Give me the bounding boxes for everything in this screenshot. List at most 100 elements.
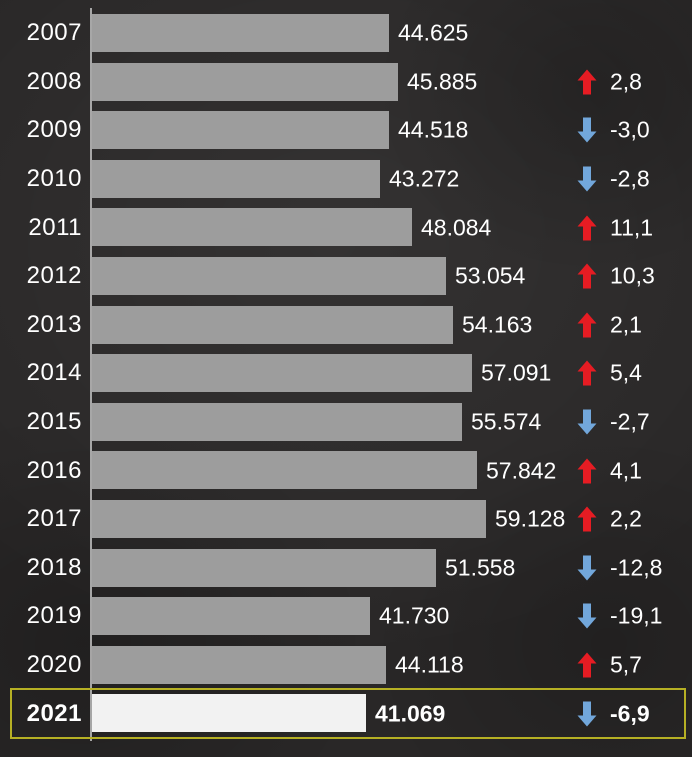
year-label: 2018 bbox=[26, 553, 82, 581]
chart-row: 2017 59.128 2,2 bbox=[0, 495, 692, 544]
axis-line bbox=[90, 8, 92, 741]
bar bbox=[92, 645, 386, 684]
value-label: 57.091 bbox=[481, 359, 552, 386]
year-label: 2019 bbox=[26, 602, 82, 630]
value-label: 48.084 bbox=[421, 214, 492, 241]
year-label: 2021 bbox=[26, 699, 82, 727]
change-label: -12,8 bbox=[610, 554, 663, 581]
bar bbox=[92, 451, 477, 490]
year-label: 2012 bbox=[26, 262, 82, 290]
value-label: 43.272 bbox=[389, 165, 460, 192]
chart-row: 2021 41.069 -6,9 bbox=[0, 688, 692, 739]
chart-row: 2013 54.163 2,1 bbox=[0, 301, 692, 350]
change-label: -3,0 bbox=[610, 116, 650, 143]
change-label: 4,1 bbox=[610, 457, 642, 484]
change-indicator: 5,7 bbox=[577, 652, 642, 679]
value-label: 44.118 bbox=[395, 651, 464, 678]
change-indicator: -19,1 bbox=[577, 603, 662, 630]
change-indicator: 10,3 bbox=[577, 263, 655, 290]
change-indicator: 11,1 bbox=[577, 214, 653, 241]
change-label: -19,1 bbox=[610, 602, 663, 629]
down-arrow-icon bbox=[577, 603, 597, 629]
chart-row: 2010 43.272 -2,8 bbox=[0, 155, 692, 204]
bar bbox=[92, 256, 446, 295]
up-arrow-icon bbox=[577, 360, 597, 386]
bar bbox=[92, 14, 389, 52]
bar bbox=[92, 111, 389, 150]
chart-row: 2019 41.730 -19,1 bbox=[0, 592, 692, 641]
chart-row: 2016 57.842 4,1 bbox=[0, 446, 692, 495]
year-label: 2014 bbox=[26, 359, 82, 387]
bar bbox=[92, 208, 412, 247]
value-label: 41.069 bbox=[375, 700, 446, 727]
year-label: 2009 bbox=[26, 116, 82, 144]
up-arrow-icon bbox=[577, 69, 597, 95]
chart-row: 2014 57.091 5,4 bbox=[0, 349, 692, 398]
down-arrow-icon bbox=[577, 117, 597, 143]
value-label: 53.054 bbox=[455, 262, 526, 289]
bar bbox=[92, 159, 380, 198]
up-arrow-icon bbox=[577, 652, 597, 678]
chart-row: 2015 55.574 -2,7 bbox=[0, 398, 692, 447]
chart-row: 2018 51.558 -12,8 bbox=[0, 544, 692, 593]
bar bbox=[92, 62, 398, 101]
year-label: 2013 bbox=[26, 310, 82, 338]
change-indicator: -2,8 bbox=[577, 166, 650, 193]
bar bbox=[92, 499, 486, 538]
change-label: 2,1 bbox=[610, 311, 642, 338]
chart-row: 2007 44.625 bbox=[0, 9, 692, 58]
value-label: 51.558 bbox=[445, 554, 516, 581]
change-indicator: -2,7 bbox=[577, 409, 650, 436]
down-arrow-icon bbox=[577, 166, 597, 192]
value-label: 55.574 bbox=[471, 408, 542, 435]
down-arrow-icon bbox=[577, 701, 597, 727]
bar bbox=[92, 694, 366, 733]
change-indicator: 2,1 bbox=[577, 311, 642, 338]
value-label: 44.518 bbox=[398, 116, 469, 143]
change-label: 5,7 bbox=[610, 651, 642, 678]
chart-row: 2009 44.518 -3,0 bbox=[0, 106, 692, 155]
change-indicator: 4,1 bbox=[577, 457, 642, 484]
chart-rows: 2007 44.625 2008 45.885 2,8 2009 44.518 … bbox=[0, 9, 692, 739]
change-indicator: 2,2 bbox=[577, 506, 642, 533]
up-arrow-icon bbox=[577, 458, 597, 484]
down-arrow-icon bbox=[577, 555, 597, 581]
up-arrow-icon bbox=[577, 506, 597, 532]
chart-row: 2011 48.084 11,1 bbox=[0, 203, 692, 252]
year-label: 2007 bbox=[26, 19, 82, 47]
year-label: 2008 bbox=[26, 67, 82, 95]
value-label: 41.730 bbox=[379, 602, 450, 629]
change-indicator: 2,8 bbox=[577, 68, 642, 95]
value-label: 54.163 bbox=[462, 311, 533, 338]
up-arrow-icon bbox=[577, 215, 597, 241]
year-label: 2017 bbox=[26, 505, 82, 533]
up-arrow-icon bbox=[577, 263, 597, 289]
value-label: 44.625 bbox=[398, 19, 469, 46]
chart-row: 2008 45.885 2,8 bbox=[0, 58, 692, 107]
change-label: 10,3 bbox=[610, 262, 655, 289]
year-label: 2011 bbox=[28, 213, 82, 241]
chart-row: 2020 44.118 5,7 bbox=[0, 641, 692, 690]
year-label: 2016 bbox=[26, 456, 82, 484]
value-label: 57.842 bbox=[486, 457, 557, 484]
chart-row: 2012 53.054 10,3 bbox=[0, 252, 692, 301]
up-arrow-icon bbox=[577, 312, 597, 338]
change-indicator: -6,9 bbox=[577, 700, 650, 727]
bar bbox=[92, 354, 472, 393]
year-label: 2020 bbox=[26, 651, 82, 679]
bar bbox=[92, 548, 436, 587]
bar bbox=[92, 597, 370, 636]
change-label: -2,7 bbox=[610, 408, 650, 435]
bar bbox=[92, 305, 453, 344]
change-indicator: 5,4 bbox=[577, 360, 642, 387]
change-label: 2,2 bbox=[610, 505, 642, 532]
change-label: -2,8 bbox=[610, 165, 650, 192]
year-label: 2010 bbox=[26, 165, 82, 193]
change-label: 5,4 bbox=[610, 359, 642, 386]
change-indicator: -3,0 bbox=[577, 117, 650, 144]
bar bbox=[92, 402, 462, 441]
change-label: -6,9 bbox=[610, 700, 650, 727]
year-label: 2015 bbox=[26, 408, 82, 436]
value-label: 59.128 bbox=[495, 505, 566, 532]
